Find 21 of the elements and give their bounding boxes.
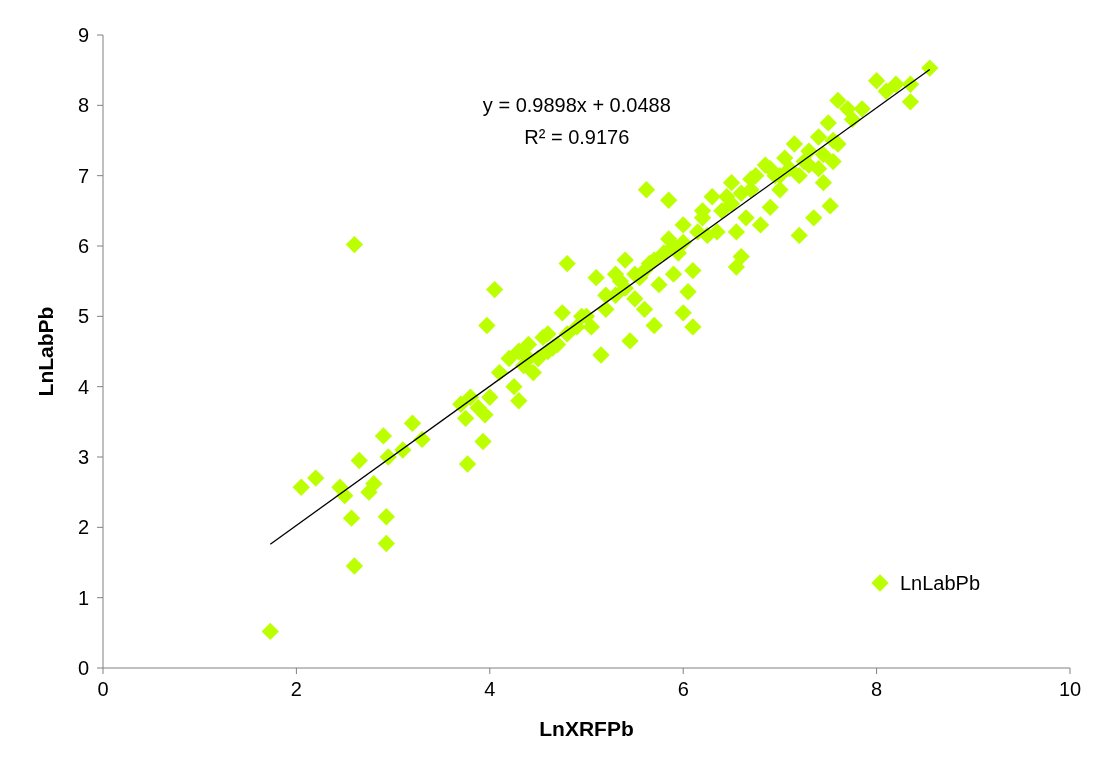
y-tick-label: 8 <box>77 94 89 117</box>
x-tick-label: 8 <box>871 678 883 700</box>
y-tick-label: 9 <box>77 24 89 46</box>
y-tick-label: 5 <box>77 305 89 328</box>
x-tick-label: 4 <box>484 678 496 700</box>
x-tick-label: 6 <box>677 678 689 700</box>
y-tick-label: 6 <box>77 235 89 257</box>
x-tick-label: 10 <box>1058 678 1082 700</box>
y-tick-label: 4 <box>77 375 89 398</box>
x-tick-label: 2 <box>290 678 302 700</box>
annotation: y = 0.9898x + 0.0488 <box>482 94 671 117</box>
y-axis-title: LnLabPb <box>34 306 57 397</box>
y-tick-label: 3 <box>77 446 89 468</box>
legend-label: LnLabPb <box>900 572 981 594</box>
annotation: R² = 0.9176 <box>524 126 630 149</box>
x-tick-label: 0 <box>97 678 109 700</box>
y-tick-label: 7 <box>77 164 89 187</box>
x-axis-title: LnXRFPb <box>539 717 634 740</box>
y-tick-label: 2 <box>77 516 89 539</box>
y-tick-label: 1 <box>77 586 89 609</box>
y-tick-label: 0 <box>77 657 89 679</box>
